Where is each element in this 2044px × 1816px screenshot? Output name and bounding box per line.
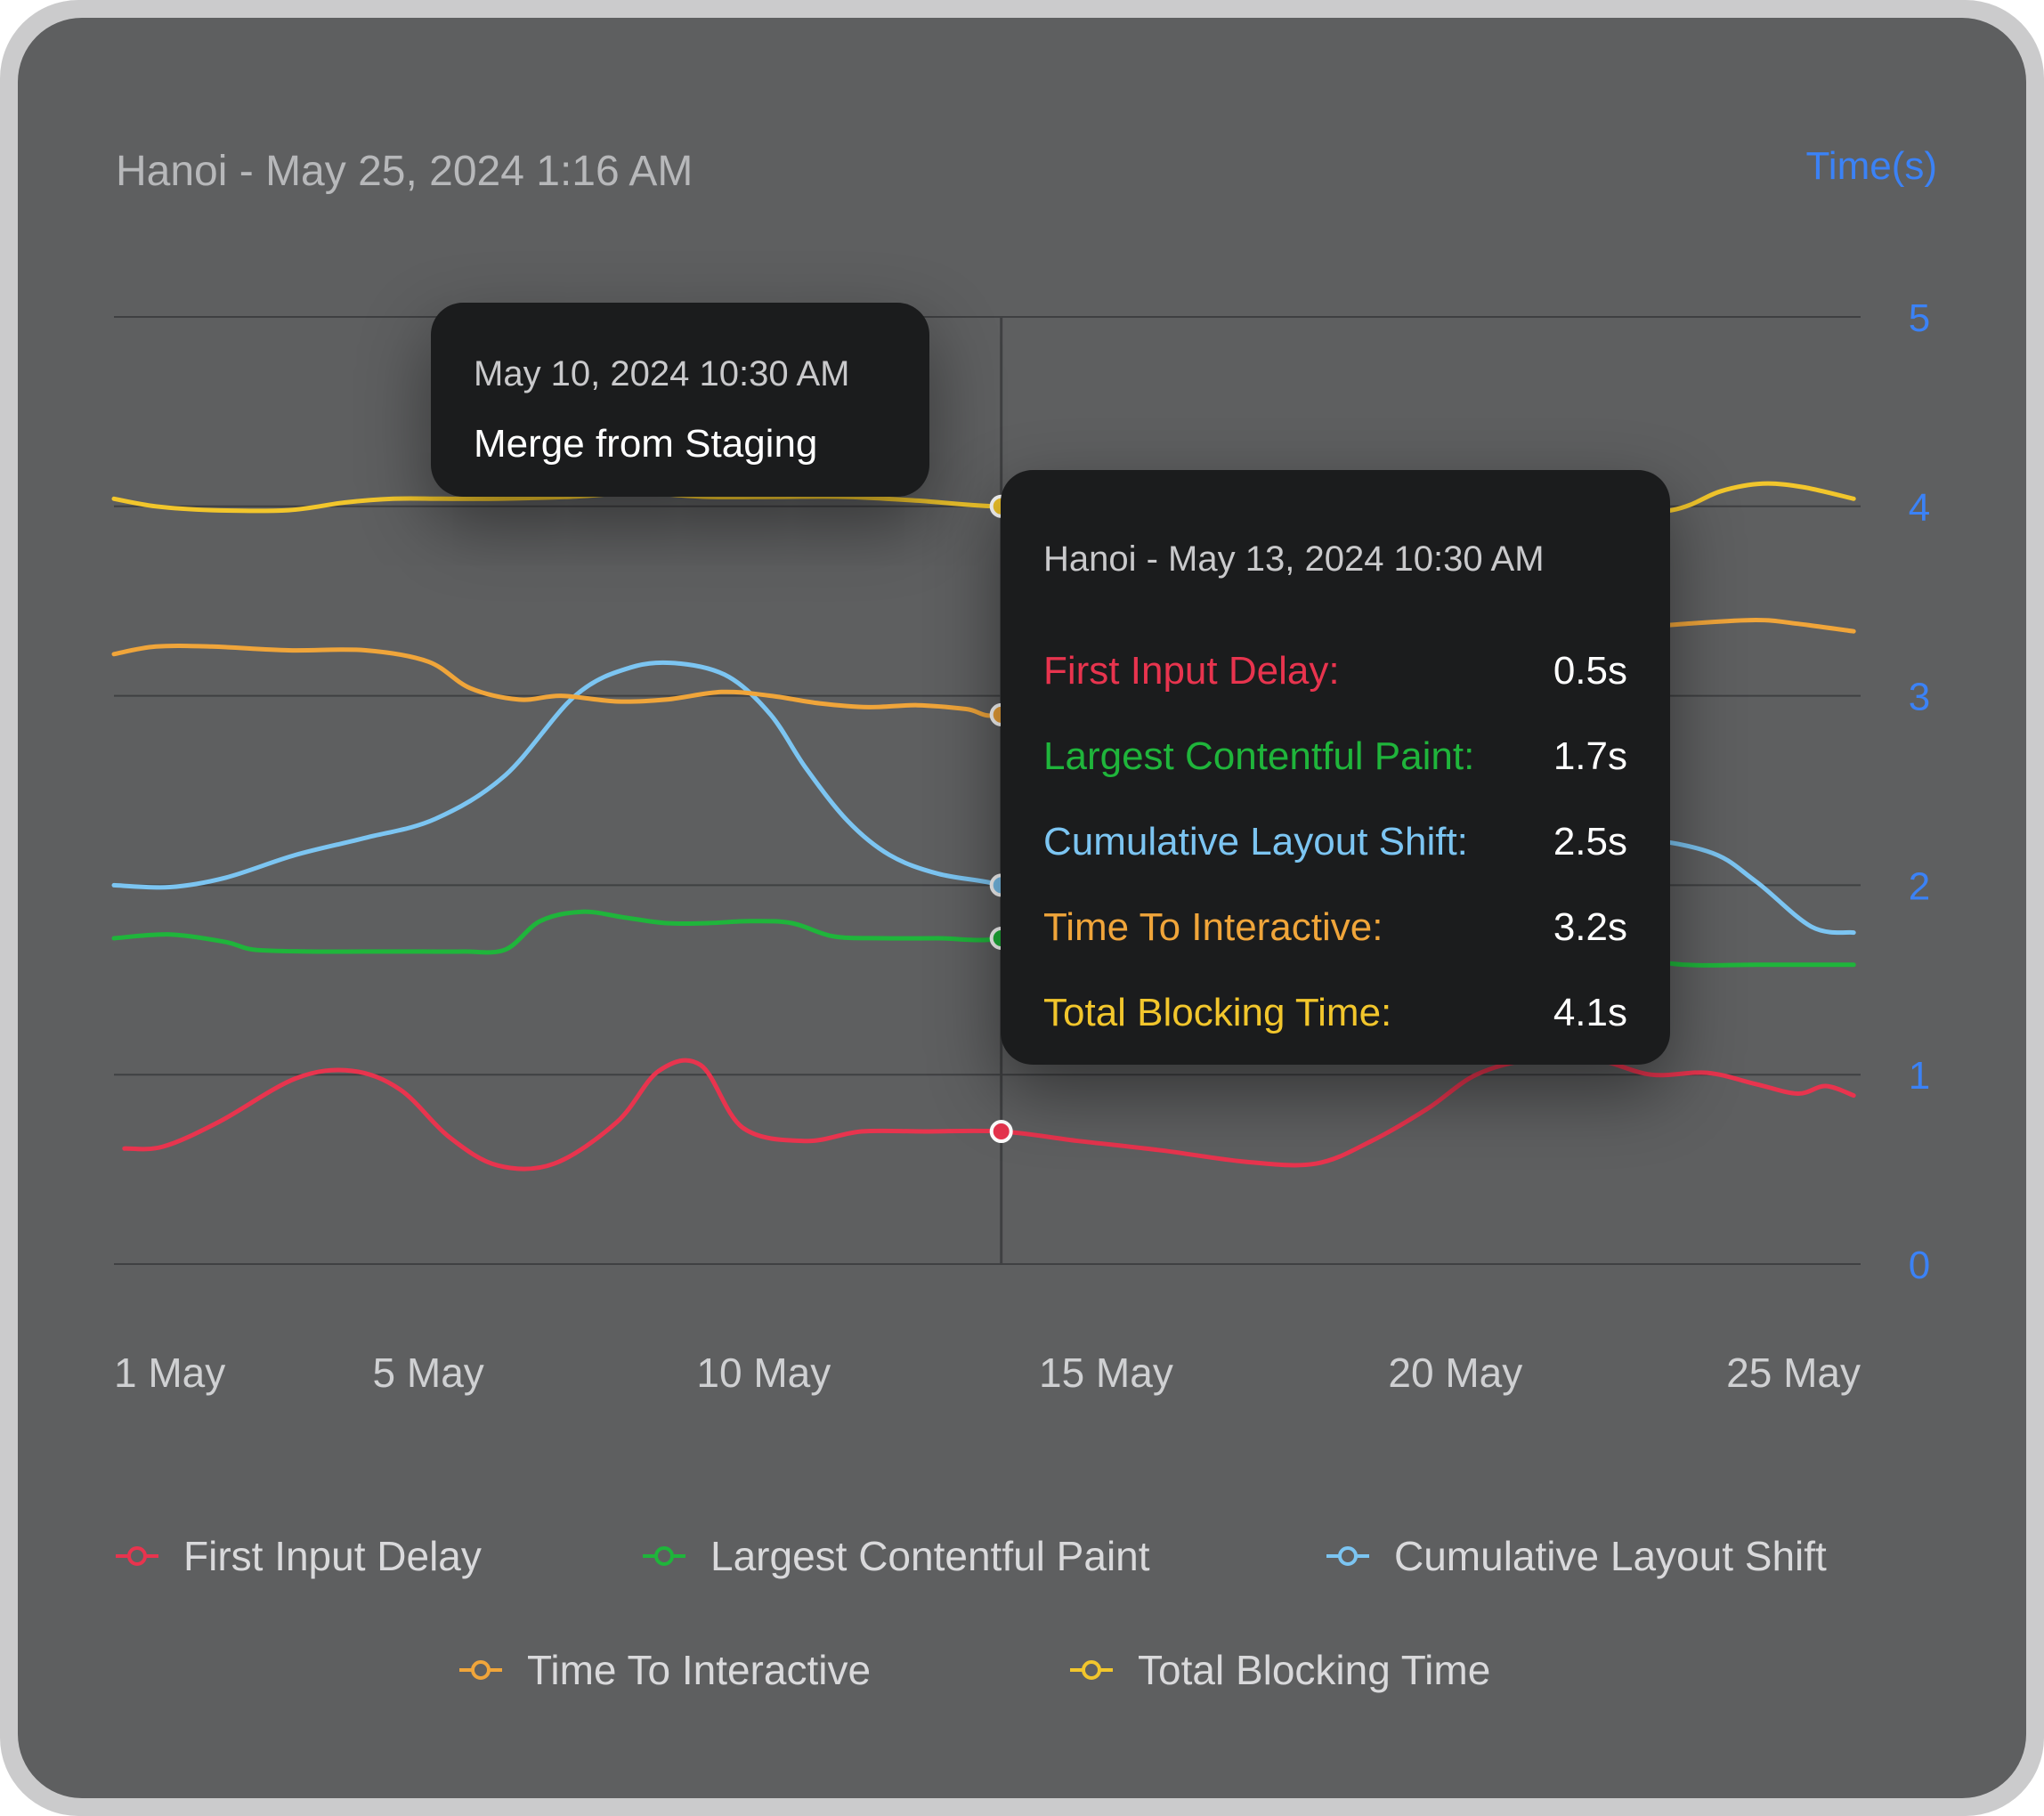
tooltip-row-label: Largest Contentful Paint: — [1043, 734, 1475, 778]
tooltip-row-first-input-delay: First Input Delay: 0.5s — [1043, 645, 1627, 698]
x-tick-label: 25 May — [1726, 1350, 1861, 1396]
annotation-tooltip: May 10, 2024 10:30 AM Merge from Staging — [431, 303, 929, 497]
x-tick-label: 15 May — [1039, 1350, 1173, 1396]
x-tick-label: 5 May — [373, 1350, 484, 1396]
legend-marker-icon — [459, 1660, 502, 1680]
legend-label: First Input Delay — [183, 1533, 482, 1579]
legend-item-time-to-interactive[interactable]: Time To Interactive — [458, 1643, 871, 1697]
legend-label: Total Blocking Time — [1138, 1647, 1491, 1693]
tooltip-header: Hanoi - May 13, 2024 10:30 AM — [1043, 539, 1545, 579]
legend-label: Largest Contentful Paint — [710, 1533, 1150, 1579]
annotation-date: May 10, 2024 10:30 AM — [474, 354, 850, 393]
legend-item-largest-contentful-paint[interactable]: Largest Contentful Paint — [641, 1529, 1150, 1583]
x-tick-label: 1 May — [114, 1350, 225, 1396]
tooltip-row-total-blocking-time: Total Blocking Time: 4.1s — [1043, 986, 1627, 1040]
tooltip-row-value: 4.1s — [1553, 991, 1627, 1034]
x-tick-label: 10 May — [696, 1350, 831, 1396]
legend-item-total-blocking-time[interactable]: Total Blocking Time — [1068, 1643, 1490, 1697]
y-tick-label: 1 — [1909, 1054, 1930, 1098]
tooltip-row-value: 2.5s — [1553, 820, 1627, 863]
tooltip-row-label: Cumulative Layout Shift: — [1043, 820, 1468, 863]
tooltip-row-label: Total Blocking Time: — [1043, 991, 1392, 1034]
legend-marker-icon — [1326, 1546, 1369, 1566]
x-axis-ticks: 1 May 5 May 10 May 15 May 20 May 25 May — [114, 1350, 1861, 1396]
y-axis-unit-label: Time(s) — [1805, 144, 1937, 188]
tooltip-row-value: 0.5s — [1553, 649, 1627, 693]
legend-item-first-input-delay[interactable]: First Input Delay — [114, 1529, 482, 1583]
y-tick-label: 2 — [1909, 864, 1930, 908]
y-tick-label: 0 — [1909, 1244, 1930, 1287]
tooltip-row-time-to-interactive: Time To Interactive: 3.2s — [1043, 901, 1627, 954]
tooltip-row-largest-contentful-paint: Largest Contentful Paint: 1.7s — [1043, 730, 1627, 783]
series-line-fid[interactable] — [122, 1055, 1856, 1171]
chart-title: Hanoi - May 25, 2024 1:16 AM — [116, 148, 694, 195]
hover-point-fid[interactable] — [989, 1120, 1013, 1144]
legend-marker-icon — [643, 1546, 685, 1566]
annotation-text: Merge from Staging — [474, 422, 818, 466]
legend-marker-icon — [1070, 1660, 1113, 1680]
chart-card: Hanoi - May 25, 2024 1:16 AM Time(s) 0 1 2… — [18, 18, 2026, 1798]
y-tick-label: 5 — [1909, 296, 1930, 340]
tooltip-row-label: Time To Interactive: — [1043, 905, 1383, 949]
y-axis-ticks: 0 1 2 3 4 5 — [1909, 296, 1930, 1287]
x-tick-label: 20 May — [1388, 1350, 1522, 1396]
tooltip-row-cumulative-layout-shift: Cumulative Layout Shift: 2.5s — [1043, 815, 1627, 869]
tooltip-row-value: 3.2s — [1553, 905, 1627, 949]
y-tick-label: 4 — [1909, 486, 1930, 530]
legend-marker-icon — [116, 1546, 158, 1566]
legend-label: Time To Interactive — [527, 1647, 872, 1693]
legend-label: Cumulative Layout Shift — [1394, 1533, 1827, 1579]
y-tick-label: 3 — [1909, 676, 1930, 719]
tooltip-row-label: First Input Delay: — [1043, 649, 1340, 693]
point-tooltip: Hanoi - May 13, 2024 10:30 AM First Inpu… — [1001, 470, 1670, 1065]
legend-item-cumulative-layout-shift[interactable]: Cumulative Layout Shift — [1325, 1529, 1827, 1583]
tooltip-row-value: 1.7s — [1553, 734, 1627, 778]
